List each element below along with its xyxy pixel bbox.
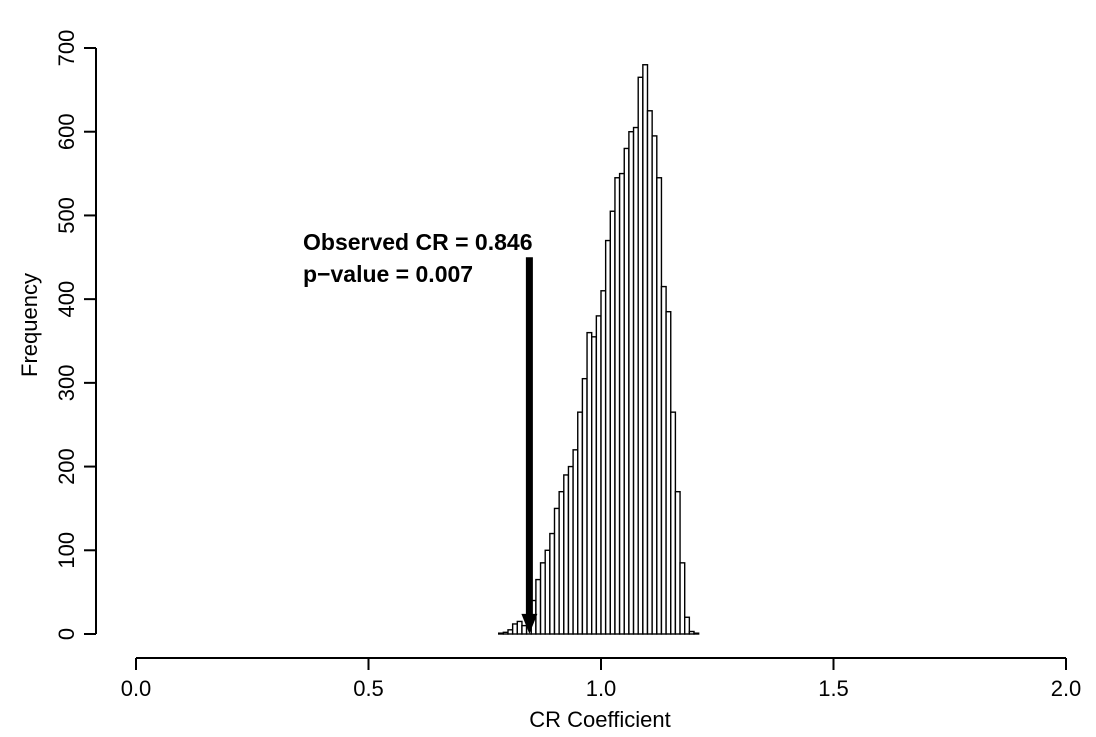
p-value-label: p−value = 0.007	[303, 261, 473, 287]
x-tick-label: 0.0	[121, 676, 152, 701]
histogram-bar	[679, 562, 686, 635]
observed-cr-label: Observed CR = 0.846	[303, 229, 532, 255]
x-tick-label: 1.0	[586, 676, 617, 701]
x-tick-label: 1.5	[818, 676, 849, 701]
y-tick-label: 300	[54, 364, 79, 401]
histogram-bar	[684, 616, 691, 635]
histogram-bars	[498, 64, 700, 635]
histogram-bar	[693, 632, 700, 635]
y-tick-label: 600	[54, 113, 79, 150]
x-axis-title: CR Coefficient	[529, 707, 670, 732]
x-axis-ticks: 0.0 0.5 1.0 1.5 2.0	[121, 658, 1082, 701]
axes: 0.0 0.5 1.0 1.5 2.0 0 100 200 300 400 500 600 700	[54, 30, 1081, 701]
x-tick-label: 2.0	[1051, 676, 1082, 701]
y-axis-title: Frequency	[17, 273, 42, 377]
observed-marker	[521, 257, 538, 634]
y-tick-label: 700	[54, 30, 79, 67]
observed-arrow-head	[521, 613, 538, 634]
y-tick-label: 400	[54, 281, 79, 318]
y-tick-label: 200	[54, 448, 79, 485]
x-tick-label: 0.5	[353, 676, 384, 701]
y-tick-label: 100	[54, 532, 79, 569]
y-axis-ticks: 0 100 200 300 400 500 600 700	[54, 30, 96, 640]
y-tick-label: 0	[54, 628, 79, 640]
y-tick-label: 500	[54, 197, 79, 234]
